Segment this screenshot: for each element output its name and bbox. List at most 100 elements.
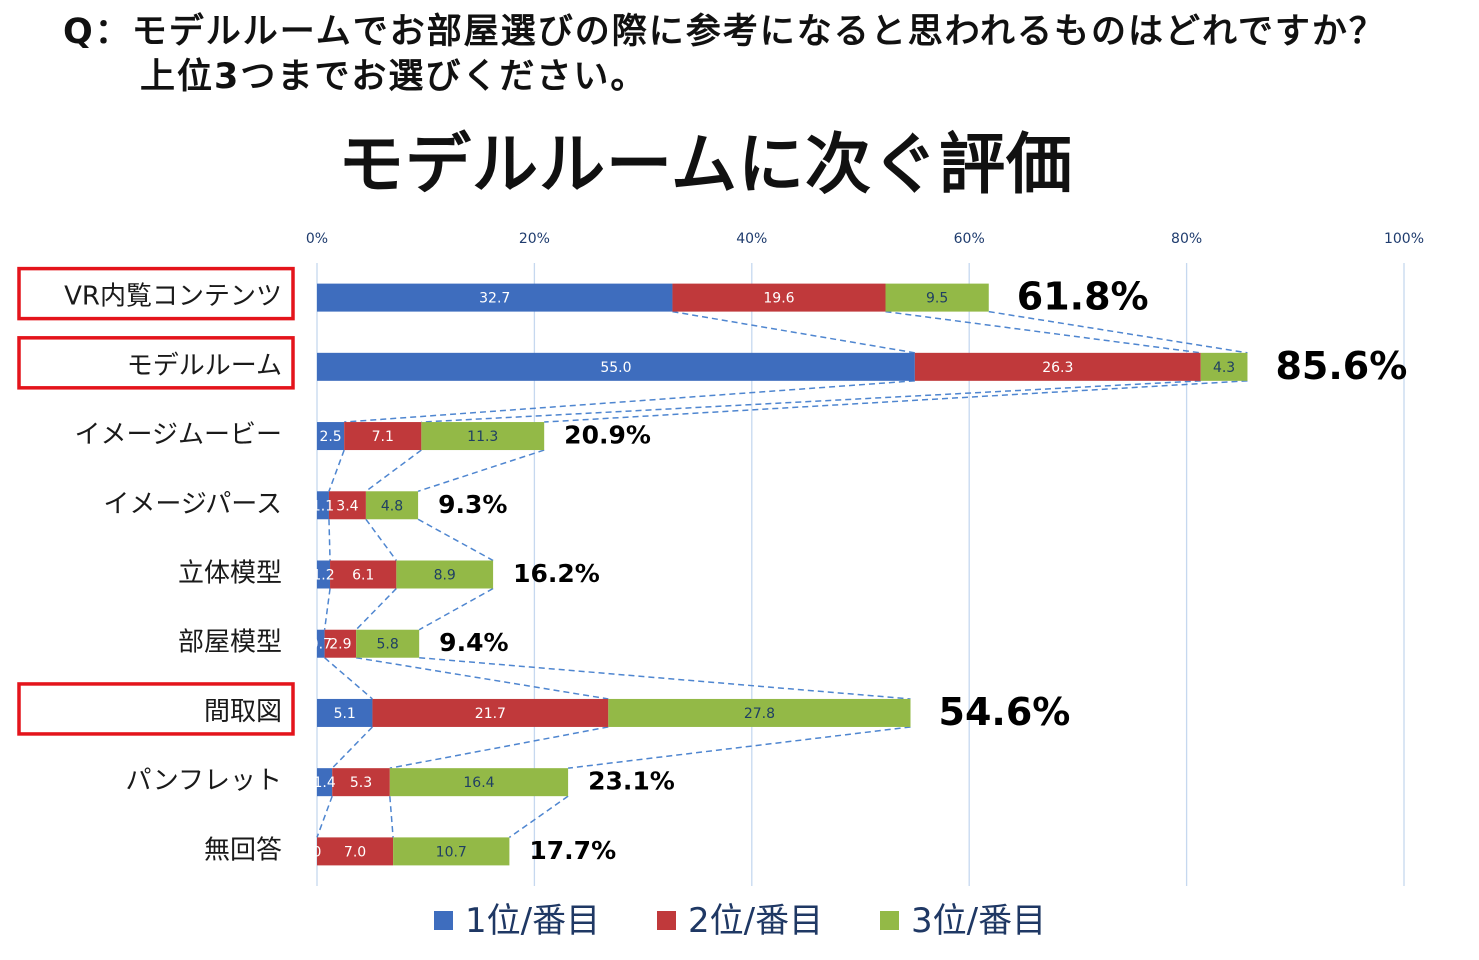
- legend-swatch: [880, 911, 899, 930]
- total-label: 85.6%: [1275, 344, 1407, 388]
- total-labels: 61.8% 85.6% 20.9% 9.3% 16.2% 9.4% 54.6% 23.1% 17…: [438, 275, 1407, 865]
- total-label: 54.6%: [939, 690, 1071, 734]
- value-label: 1.1: [312, 498, 334, 514]
- chart-title: モデルルームに次ぐ評価: [338, 126, 1074, 203]
- category-label: VR内覧コンテンツ: [64, 282, 282, 312]
- bars: [317, 283, 1248, 866]
- category-label: 無回答: [204, 835, 282, 865]
- value-label: 11.3: [467, 429, 498, 445]
- legend-label: 2位/番目: [688, 901, 823, 941]
- question-line-2: 上位3つまでお選びください。: [140, 57, 648, 97]
- bar-segment-rank-1: [317, 560, 331, 589]
- series-line-rank-2: [365, 518, 397, 561]
- total-label: 23.1%: [588, 767, 675, 796]
- legend-swatch: [657, 911, 676, 930]
- bar-segment-rank-3: [396, 560, 494, 589]
- series-line-rank-1: [344, 380, 915, 423]
- bar-row: [317, 491, 419, 520]
- bar-segment-rank-1: [317, 352, 915, 381]
- value-label: 1.4: [313, 775, 335, 791]
- category-label: イメージムービー: [75, 420, 282, 450]
- highlight-boxes: [17, 266, 295, 736]
- bar-segment-rank-3: [356, 629, 420, 658]
- bar-segment-rank-3: [389, 768, 569, 797]
- category-label: イメージパース: [103, 489, 282, 519]
- value-label: 16.4: [463, 775, 494, 791]
- bar-segment-rank-1: [317, 422, 345, 451]
- series-line-rank-3: [508, 795, 569, 839]
- bar-segment-rank-2: [672, 283, 886, 312]
- series-line-rank-2: [355, 587, 397, 631]
- legend-item: 3位/番目: [880, 901, 1046, 941]
- legend-label: 3位/番目: [911, 901, 1046, 941]
- x-tick-label: 60%: [954, 231, 985, 247]
- total-label: 16.2%: [513, 559, 600, 588]
- x-tick-label: 0%: [306, 231, 328, 247]
- value-label: 1.2: [312, 568, 334, 584]
- highlight-box: [17, 682, 295, 736]
- value-label: 5.8: [377, 637, 399, 653]
- series-line-rank-3: [418, 587, 494, 631]
- value-label: 4.3: [1213, 360, 1235, 376]
- value-label: 10.7: [436, 844, 467, 860]
- series-line-rank-2: [365, 449, 422, 492]
- value-label: 0.7: [310, 637, 332, 653]
- value-label: 2.5: [319, 429, 341, 445]
- legend-swatch: [434, 911, 453, 930]
- series-line-rank-3: [568, 726, 911, 769]
- bar-segment-rank-3: [1200, 352, 1248, 381]
- value-label: 27.8: [744, 706, 775, 722]
- bar-segment-rank-3: [421, 422, 545, 451]
- bar-segment-rank-1: [317, 491, 329, 520]
- series-line-rank-3: [417, 449, 545, 492]
- series-lines: [316, 310, 1248, 839]
- series-line-rank-3: [417, 518, 494, 562]
- x-tick-label: 40%: [736, 231, 767, 247]
- series-line-rank-1: [324, 657, 373, 700]
- category-labels: VR内覧コンテンツモデルルームイメージムービーイメージパース立体模型部屋模型間取…: [64, 282, 282, 866]
- bar-row: [317, 768, 569, 797]
- value-label: 3.4: [336, 498, 358, 514]
- series-line-rank-1: [672, 310, 915, 354]
- series-line-rank-1: [328, 449, 345, 492]
- bar-segment-rank-3: [393, 837, 510, 866]
- bar-row: [317, 283, 989, 312]
- value-label: 9.5: [926, 291, 948, 307]
- value-label: 7.0: [344, 844, 366, 860]
- bar-segment-rank-1: [317, 283, 673, 312]
- value-label: 0: [313, 844, 322, 860]
- series-line-rank-2: [356, 656, 609, 700]
- value-label: 5.1: [334, 706, 356, 722]
- bar-row: [317, 629, 420, 658]
- series-line-rank-1: [331, 726, 373, 769]
- bar-segment-rank-1: [317, 629, 325, 658]
- series-line-rank-2: [421, 380, 1201, 423]
- series-line-rank-1: [323, 588, 331, 630]
- bar-segment-rank-2: [372, 698, 609, 727]
- value-labels: 32.7 19.6 9.5 55.0 26.3 4.3 2.5 7.1 11.3 1.1 3.4 4.…: [310, 291, 1236, 861]
- category-label: モデルルーム: [127, 351, 282, 381]
- legend-item: 2位/番目: [657, 901, 823, 941]
- question-line-1: Q：モデルルームでお部屋選びの際に参考になると思われるものはどれですか？: [63, 12, 1386, 52]
- bar-segment-rank-2: [914, 352, 1201, 381]
- series-line-rank-1: [328, 519, 331, 561]
- bar-segment-rank-1: [317, 768, 333, 797]
- category-label: 間取図: [204, 697, 282, 727]
- x-axis-tick-labels: 0% 20% 40% 60% 80% 100%: [306, 231, 1424, 247]
- series-line-rank-2: [885, 310, 1201, 354]
- bar-segment-rank-3: [608, 698, 911, 727]
- category-label: 部屋模型: [178, 628, 282, 658]
- bar-segment-rank-1: [317, 698, 373, 727]
- total-label: 20.9%: [564, 421, 651, 450]
- series-line-rank-3: [419, 656, 911, 700]
- x-tick-label: 20%: [519, 231, 550, 247]
- value-label: 8.9: [434, 568, 456, 584]
- bar-segment-rank-2: [332, 768, 390, 797]
- legend: 1位/番目 2位/番目 3位/番目: [434, 901, 1046, 941]
- bar-row: [317, 422, 545, 451]
- total-label: 9.3%: [438, 490, 507, 519]
- x-tick-label: 80%: [1171, 231, 1202, 247]
- category-label: パンフレット: [125, 766, 282, 796]
- series-line-rank-2: [389, 726, 609, 769]
